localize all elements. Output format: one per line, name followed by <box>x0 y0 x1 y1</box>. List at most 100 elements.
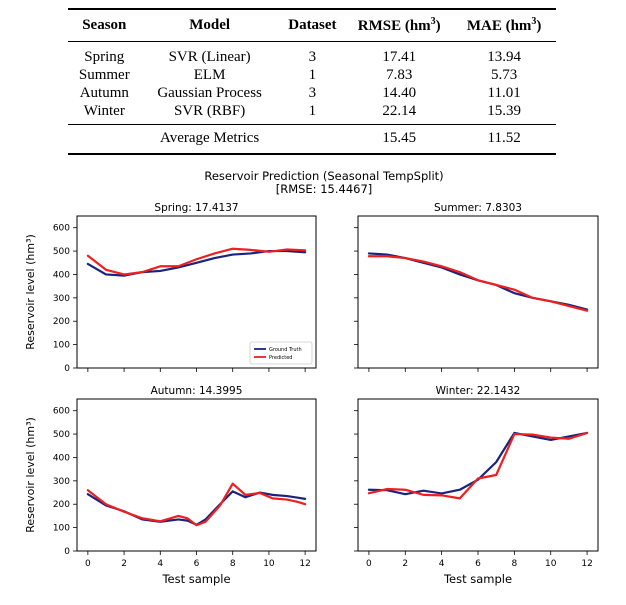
cell-rmse: 14.40 <box>382 85 417 101</box>
y-tick-label: 400 <box>53 453 70 463</box>
x-axis-label: Test sample <box>161 572 230 586</box>
cell-season: Winter <box>83 103 125 119</box>
cell-empty <box>68 125 141 155</box>
predicted-line <box>86 482 307 527</box>
x-tick-label: 0 <box>85 559 91 569</box>
header-dataset: Dataset <box>288 17 337 33</box>
header-mae: MAE (hm3) <box>452 9 556 42</box>
header-rmse-sup: 3 <box>430 16 436 27</box>
ground-truth-line <box>86 249 307 277</box>
x-tick-label: 12 <box>581 559 592 569</box>
y-tick-label: 600 <box>53 407 70 417</box>
header-mae-close: ) <box>536 18 542 34</box>
cell-mae: 13.94 <box>487 49 521 65</box>
header-season: Season <box>82 17 127 33</box>
header-rmse-close: ) <box>435 18 441 34</box>
x-tick-label: 6 <box>475 559 481 569</box>
header-model: Model <box>189 17 231 33</box>
chart-subtitle: [RMSE: 15.4467] <box>276 182 373 196</box>
y-tick-label: 100 <box>53 524 70 534</box>
y-axis-label: Reservoir level (hm³) <box>24 234 37 350</box>
x-axis-label: Test sample <box>443 572 512 586</box>
table-row: Summer ELM 1 7.83 5.73 <box>68 66 556 84</box>
cell-dataset: 3 <box>308 49 317 65</box>
x-tick-label: 2 <box>402 559 408 569</box>
header-mae-sup: 3 <box>531 16 537 27</box>
reservoir-prediction-chart: Reservoir Prediction (Seasonal TempSplit… <box>24 169 599 586</box>
cell-season: Spring <box>84 49 125 65</box>
panel-title: Spring: 17.4137 <box>154 202 238 214</box>
cell-mae: 15.39 <box>487 103 521 119</box>
y-tick-label: 500 <box>53 430 70 440</box>
y-tick-label: 200 <box>53 500 70 510</box>
chart-legend: Ground Truth Predicted <box>249 341 313 365</box>
y-tick-label: 0 <box>64 547 70 557</box>
header-mae-text: MAE (hm <box>466 18 532 34</box>
x-tick-label: 12 <box>299 559 310 569</box>
legend-label: Predicted <box>269 355 292 361</box>
y-tick-label: 0 <box>64 364 70 374</box>
predicted-line <box>367 431 589 500</box>
chart-panel: 0 2 4 6 8 10 12 Winter: 22.1432 Test sample <box>354 385 599 586</box>
panel-title: Summer: 7.8303 <box>434 202 522 214</box>
panel-frame <box>357 215 599 369</box>
x-tick-label: 10 <box>545 559 557 569</box>
cell-model: Gaussian Process <box>157 85 262 101</box>
predicted-line <box>367 255 589 312</box>
x-tick-label: 8 <box>230 559 236 569</box>
y-tick-label: 500 <box>53 247 70 257</box>
table-row: Winter SVR (RBF) 1 22.14 15.39 <box>68 102 556 125</box>
y-tick-label: 600 <box>53 224 70 234</box>
chart-panel: 0 100 200 300 400 500 600 Spring: 17.4137 Reserv… <box>24 202 317 374</box>
chart-panel: 0 2 4 6 8 10 12 0 100 200 300 400 500 600 Autumn: 14.3… <box>24 385 317 586</box>
metrics-table: Season Model Dataset RMSE (hm3) MAE (hm3… <box>68 8 556 155</box>
x-tick-label: 2 <box>121 559 127 569</box>
average-label: Average Metrics <box>159 130 260 146</box>
cell-season: Summer <box>78 67 130 83</box>
y-tick-label: 400 <box>53 270 70 280</box>
x-tick-label: 6 <box>194 559 200 569</box>
y-tick-label: 100 <box>53 341 70 351</box>
average-rmse: 15.45 <box>382 130 417 146</box>
cell-mae: 11.01 <box>487 85 521 101</box>
y-tick-label: 300 <box>53 294 70 304</box>
y-tick-label: 200 <box>53 317 70 327</box>
table-average-row: Average Metrics 15.45 11.52 <box>68 124 556 155</box>
ground-truth-line <box>86 490 307 526</box>
x-tick-label: 0 <box>366 559 372 569</box>
cell-model: SVR (RBF) <box>173 103 246 119</box>
legend-box <box>249 341 313 365</box>
table-header-row: Season Model Dataset RMSE (hm3) MAE (hm3… <box>68 9 556 42</box>
table-row: Spring SVR (Linear) 3 17.41 13.94 <box>68 42 556 67</box>
ground-truth-line <box>367 252 589 311</box>
chart-panel: Summer: 7.8303 <box>354 202 599 372</box>
cell-dataset: 1 <box>308 67 317 83</box>
cell-model: ELM <box>193 67 226 83</box>
cell-mae: 5.73 <box>491 67 518 83</box>
average-mae: 11.52 <box>487 130 521 146</box>
cell-season: Autumn <box>79 85 129 101</box>
cell-empty <box>279 125 347 155</box>
ground-truth-line <box>367 431 589 496</box>
x-tick-label: 4 <box>157 559 163 569</box>
cell-rmse: 7.83 <box>386 67 413 83</box>
chart-title: Reservoir Prediction (Seasonal TempSplit… <box>204 169 443 183</box>
cell-rmse: 22.14 <box>382 103 417 119</box>
panel-frame <box>76 398 317 552</box>
cell-model: SVR (Linear) <box>168 49 251 65</box>
x-tick-label: 10 <box>263 559 275 569</box>
predicted-line <box>86 247 307 276</box>
table-row: Autumn Gaussian Process 3 14.40 11.01 <box>68 84 556 102</box>
cell-dataset: 3 <box>308 85 317 101</box>
y-axis-label: Reservoir level (hm³) <box>24 417 37 533</box>
legend-label: Ground Truth <box>269 347 302 353</box>
cell-dataset: 1 <box>308 103 317 119</box>
cell-rmse: 17.41 <box>382 49 417 65</box>
panel-frame <box>76 215 317 369</box>
x-tick-label: 8 <box>511 559 517 569</box>
panel-frame <box>357 398 599 552</box>
panel-title: Autumn: 14.3995 <box>151 385 243 397</box>
panel-title: Winter: 22.1432 <box>436 385 521 397</box>
y-tick-label: 300 <box>53 477 70 487</box>
